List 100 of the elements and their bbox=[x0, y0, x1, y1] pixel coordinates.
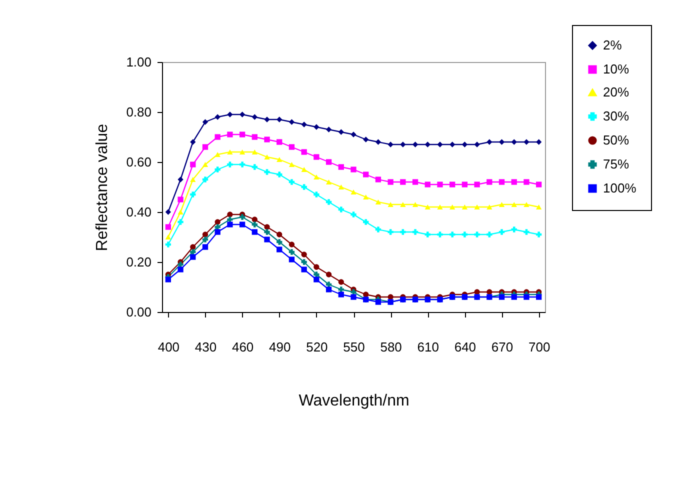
point bbox=[498, 229, 505, 235]
point bbox=[350, 166, 356, 172]
point bbox=[190, 162, 196, 168]
point bbox=[276, 139, 282, 145]
point bbox=[314, 276, 320, 282]
point bbox=[388, 142, 394, 148]
point bbox=[190, 139, 196, 145]
point bbox=[400, 229, 406, 235]
point bbox=[301, 122, 307, 128]
y-tick-label: 0.20 bbox=[126, 254, 152, 270]
point bbox=[202, 236, 208, 242]
point bbox=[375, 226, 382, 232]
point bbox=[214, 114, 220, 120]
point bbox=[486, 232, 492, 238]
point bbox=[314, 192, 320, 198]
y-axis-title: Reflectance value bbox=[94, 124, 112, 252]
point bbox=[301, 266, 307, 272]
point bbox=[252, 216, 258, 222]
point bbox=[178, 196, 184, 202]
point bbox=[301, 149, 307, 155]
point bbox=[524, 294, 530, 300]
point bbox=[264, 136, 270, 142]
point bbox=[326, 272, 332, 278]
point bbox=[511, 202, 517, 207]
point bbox=[511, 139, 517, 145]
point bbox=[239, 162, 246, 168]
point bbox=[165, 209, 172, 215]
point bbox=[276, 246, 282, 252]
point bbox=[314, 174, 320, 180]
point bbox=[375, 139, 382, 145]
point bbox=[314, 124, 320, 130]
point bbox=[498, 202, 505, 207]
point bbox=[424, 142, 430, 148]
point bbox=[462, 204, 468, 210]
point bbox=[524, 179, 530, 185]
point bbox=[165, 242, 172, 248]
point bbox=[511, 179, 517, 185]
point bbox=[288, 119, 295, 125]
point bbox=[350, 294, 356, 300]
point bbox=[350, 190, 356, 194]
point bbox=[388, 229, 394, 235]
x-tick-label: 490 bbox=[269, 340, 291, 354]
point bbox=[326, 180, 332, 184]
point bbox=[536, 232, 542, 238]
point bbox=[486, 179, 492, 185]
point bbox=[437, 232, 443, 238]
point bbox=[338, 206, 344, 212]
point bbox=[338, 292, 344, 298]
y-tick-label: 0.60 bbox=[126, 154, 152, 170]
x-tick-label: 400 bbox=[158, 340, 180, 354]
point bbox=[264, 224, 270, 230]
point bbox=[524, 139, 530, 145]
point bbox=[350, 132, 356, 138]
point bbox=[288, 256, 295, 262]
point bbox=[437, 142, 443, 148]
x-tick-label: 610 bbox=[417, 340, 439, 354]
point bbox=[276, 172, 282, 178]
point bbox=[400, 179, 406, 185]
point bbox=[388, 202, 394, 207]
point bbox=[264, 169, 270, 175]
point bbox=[214, 219, 220, 225]
point bbox=[450, 182, 456, 188]
point bbox=[276, 116, 282, 122]
x-tick-label: 460 bbox=[232, 340, 254, 354]
point bbox=[474, 204, 480, 210]
x-tick-label: 550 bbox=[343, 340, 365, 354]
point bbox=[214, 134, 220, 140]
point bbox=[227, 112, 233, 118]
point bbox=[214, 229, 220, 235]
point bbox=[190, 192, 196, 198]
x-tick-label: 430 bbox=[194, 340, 217, 354]
point bbox=[338, 279, 344, 285]
point bbox=[239, 214, 246, 220]
point bbox=[363, 219, 369, 225]
y-tick-label: 0.00 bbox=[126, 304, 152, 320]
point bbox=[400, 142, 406, 148]
point bbox=[498, 179, 505, 185]
point bbox=[252, 164, 258, 170]
point bbox=[498, 294, 505, 300]
y-tick-label: 0.80 bbox=[126, 104, 152, 120]
x-tick-label: 580 bbox=[380, 340, 402, 354]
point bbox=[314, 264, 320, 270]
x-axis-title: Wavelength/nm bbox=[298, 392, 410, 410]
point bbox=[326, 282, 332, 288]
point bbox=[450, 204, 456, 210]
point bbox=[338, 286, 344, 292]
point bbox=[178, 176, 184, 182]
point bbox=[301, 167, 307, 172]
point bbox=[301, 259, 307, 265]
x-tick-label: 640 bbox=[454, 340, 476, 354]
point bbox=[190, 254, 196, 260]
point bbox=[375, 200, 382, 204]
point bbox=[165, 234, 172, 240]
point bbox=[165, 276, 172, 282]
x-tick-label: 520 bbox=[306, 340, 328, 354]
point bbox=[301, 252, 307, 258]
point bbox=[524, 202, 530, 207]
point bbox=[326, 159, 332, 165]
point bbox=[437, 182, 443, 188]
point bbox=[536, 182, 542, 188]
